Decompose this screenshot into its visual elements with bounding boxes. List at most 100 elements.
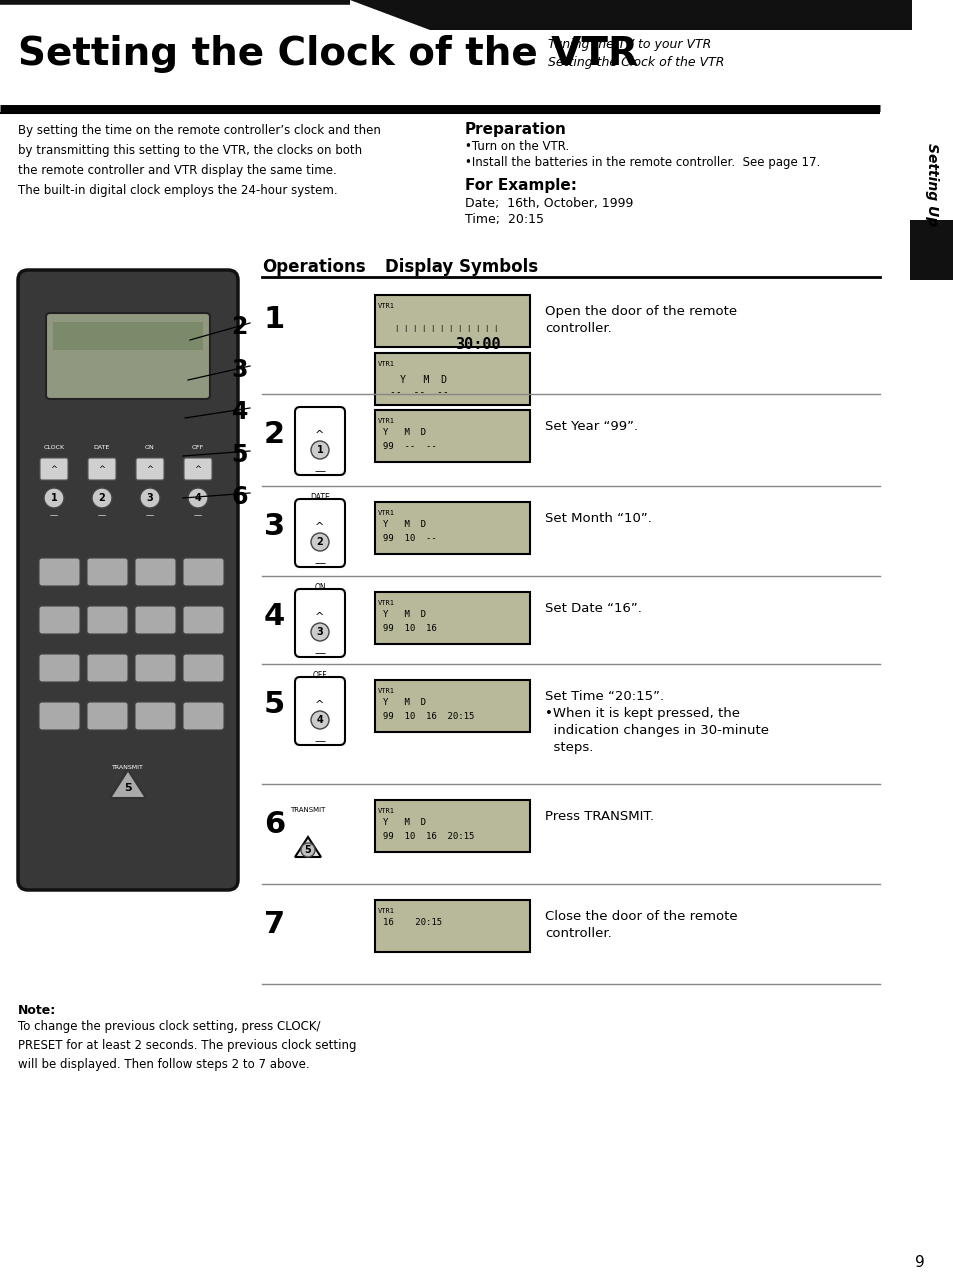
FancyBboxPatch shape <box>135 559 175 586</box>
Text: 99  --  --: 99 -- -- <box>382 442 436 451</box>
FancyBboxPatch shape <box>294 499 345 568</box>
Text: Open the door of the remote: Open the door of the remote <box>544 306 737 318</box>
Text: •When it is kept pressed, the: •When it is kept pressed, the <box>544 707 740 720</box>
Text: 2: 2 <box>98 493 105 503</box>
Text: 7: 7 <box>264 910 285 939</box>
Text: 16    20:15: 16 20:15 <box>382 918 441 927</box>
Text: Y   M  D: Y M D <box>399 375 447 385</box>
Text: Setting the Clock of the VTR: Setting the Clock of the VTR <box>547 56 723 69</box>
Text: |: | <box>476 325 477 333</box>
FancyBboxPatch shape <box>294 407 345 475</box>
Text: VTR1: VTR1 <box>377 688 395 693</box>
Text: By setting the time on the remote controller’s clock and then
by transmitting th: By setting the time on the remote contro… <box>18 125 380 196</box>
Bar <box>375 410 530 462</box>
Text: ^: ^ <box>147 465 153 474</box>
Circle shape <box>311 440 329 458</box>
Text: 1: 1 <box>316 446 323 455</box>
Text: —: — <box>314 736 325 746</box>
Text: Note:: Note: <box>18 1004 56 1017</box>
Text: 99  10  --: 99 10 -- <box>382 534 436 543</box>
Text: 2: 2 <box>232 315 248 339</box>
FancyBboxPatch shape <box>39 654 80 682</box>
FancyBboxPatch shape <box>183 606 224 634</box>
Text: |: | <box>467 325 469 333</box>
Text: —: — <box>314 466 325 476</box>
Text: |: | <box>421 325 424 333</box>
Text: —: — <box>98 511 106 520</box>
Circle shape <box>311 711 329 729</box>
Text: ^: ^ <box>315 700 324 710</box>
FancyBboxPatch shape <box>294 677 345 745</box>
Text: 1: 1 <box>51 493 57 503</box>
Text: 5: 5 <box>304 845 311 855</box>
Text: |: | <box>395 325 397 333</box>
Text: 4: 4 <box>316 715 323 725</box>
Text: Set Month “10”.: Set Month “10”. <box>544 512 651 525</box>
Text: 4: 4 <box>232 401 248 424</box>
Bar <box>375 681 530 732</box>
Text: 2: 2 <box>264 420 285 449</box>
Text: 4: 4 <box>194 493 201 503</box>
Text: VTR1: VTR1 <box>377 600 395 606</box>
Text: ON: ON <box>145 446 154 449</box>
Text: |: | <box>413 325 415 333</box>
Text: steps.: steps. <box>544 741 593 754</box>
Text: Y   M  D: Y M D <box>382 428 426 437</box>
Text: 9: 9 <box>914 1254 923 1270</box>
Bar <box>375 900 530 951</box>
Text: --  --  --: -- -- -- <box>390 386 448 397</box>
Circle shape <box>91 488 112 508</box>
Text: Y   M  D: Y M D <box>382 520 426 529</box>
Text: ^: ^ <box>315 523 324 532</box>
Text: 99  10  16: 99 10 16 <box>382 624 436 633</box>
FancyBboxPatch shape <box>40 458 68 480</box>
Text: Setting the Clock of the VTR: Setting the Clock of the VTR <box>18 35 638 73</box>
Text: |: | <box>449 325 451 333</box>
Text: VTR1: VTR1 <box>377 510 395 516</box>
FancyBboxPatch shape <box>184 458 212 480</box>
Text: —: — <box>314 559 325 568</box>
Text: |: | <box>439 325 442 333</box>
FancyBboxPatch shape <box>39 702 80 731</box>
Text: ^: ^ <box>98 465 106 474</box>
Text: |: | <box>431 325 433 333</box>
FancyBboxPatch shape <box>183 702 224 731</box>
Text: Tuning the TV to your VTR: Tuning the TV to your VTR <box>547 39 711 51</box>
Text: For Example:: For Example: <box>464 178 577 193</box>
Text: To change the previous clock setting, press CLOCK/
PRESET for at least 2 seconds: To change the previous clock setting, pr… <box>18 1019 356 1071</box>
Text: ON: ON <box>314 583 326 592</box>
FancyBboxPatch shape <box>18 270 237 890</box>
FancyBboxPatch shape <box>136 458 164 480</box>
Text: VTR1: VTR1 <box>377 303 395 309</box>
Text: 3: 3 <box>147 493 153 503</box>
Bar <box>53 322 203 351</box>
Text: 6: 6 <box>264 810 285 838</box>
Text: 4: 4 <box>264 602 285 630</box>
Text: 30:00: 30:00 <box>455 336 500 352</box>
Text: •Turn on the VTR.: •Turn on the VTR. <box>464 140 569 153</box>
Text: Y   M  D: Y M D <box>382 818 426 827</box>
Text: Close the door of the remote: Close the door of the remote <box>544 910 737 923</box>
Text: DATE: DATE <box>310 493 330 502</box>
Text: VTR1: VTR1 <box>377 808 395 814</box>
FancyBboxPatch shape <box>87 654 128 682</box>
Text: controller.: controller. <box>544 927 611 940</box>
FancyBboxPatch shape <box>39 606 80 634</box>
Text: —: — <box>314 648 325 657</box>
Text: 3: 3 <box>264 512 285 541</box>
Circle shape <box>311 623 329 641</box>
Text: ^: ^ <box>194 465 201 474</box>
Text: 99  10  16  20:15: 99 10 16 20:15 <box>382 832 474 841</box>
Text: Date;  16th, October, 1999: Date; 16th, October, 1999 <box>464 196 633 211</box>
FancyBboxPatch shape <box>87 559 128 586</box>
FancyBboxPatch shape <box>135 606 175 634</box>
Text: 5: 5 <box>124 783 132 794</box>
Text: —: — <box>50 511 58 520</box>
Text: controller.: controller. <box>544 322 611 335</box>
FancyBboxPatch shape <box>135 654 175 682</box>
FancyBboxPatch shape <box>39 559 80 586</box>
Text: —: — <box>193 511 202 520</box>
Text: —: — <box>146 511 154 520</box>
Bar <box>375 592 530 645</box>
Text: 6: 6 <box>232 485 248 508</box>
